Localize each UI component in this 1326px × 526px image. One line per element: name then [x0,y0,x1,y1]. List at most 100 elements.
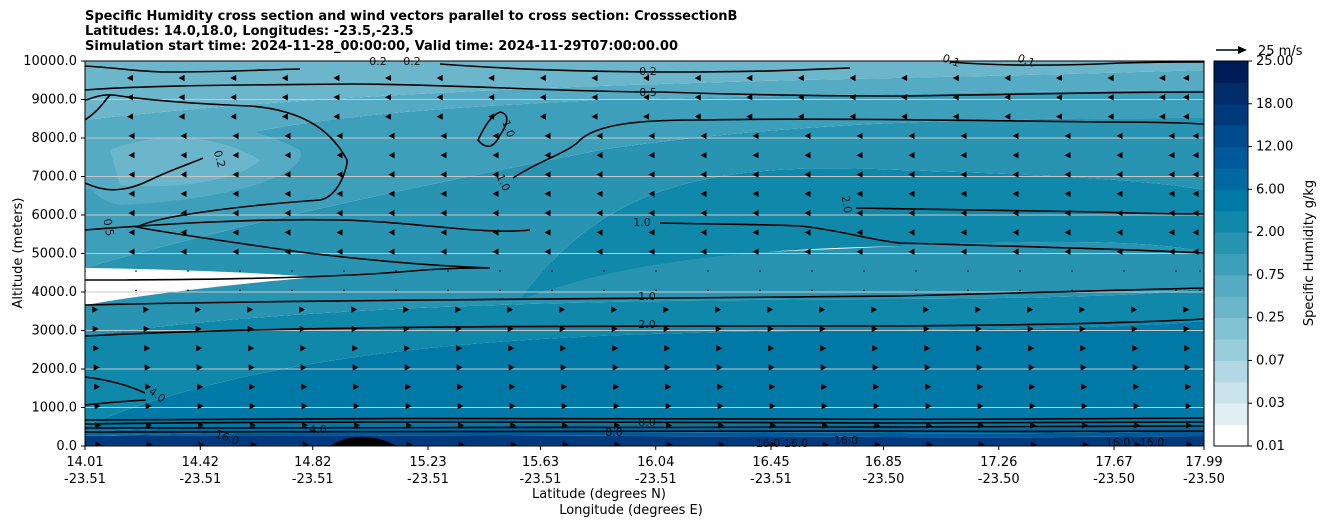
chart-subtitle-times: Simulation start time: 2024-11-28_00:00:… [85,39,678,54]
wind-vector [978,441,985,446]
wind-vector [1064,248,1071,255]
contour-line [477,111,508,148]
wind-vector [1116,152,1123,159]
wind-vector [1107,74,1114,82]
wind-vector [395,289,397,292]
wind-vector [458,441,465,446]
wind-vector [1168,190,1175,197]
colorbar-band [1214,210,1248,233]
wind-vector [492,248,499,255]
wind-vector [1064,229,1071,236]
contour-label: 8.0 [638,416,656,429]
wind-vector [447,270,449,272]
wind-vector [1192,152,1199,159]
wind-vector [1064,171,1071,178]
wind-vector [694,94,701,101]
wind-vector [1064,132,1071,140]
wind-vector [1168,209,1175,217]
wind-vector [591,74,598,82]
wind-vector [561,383,568,390]
wind-vector [299,306,306,313]
wind-vector [230,74,237,82]
wind-vector [440,190,447,197]
terrain-peak [330,436,398,446]
contour-label: 0.5 [101,218,117,237]
wind-vector [821,383,828,390]
contour-line [512,118,1204,179]
contour-label: 16.0 [784,437,809,450]
wind-vector [195,325,202,333]
wind-vector [976,345,983,352]
wind-vector [797,74,804,82]
wind-vector [1107,113,1114,120]
y-tick-label: 5000.0 [32,247,78,262]
contour-label: 16.0 [1140,436,1165,449]
wind-vector [648,190,655,197]
wind-vector [385,74,392,82]
wind-vector [901,74,908,82]
wind-vector [336,152,343,159]
contour-line [85,287,1204,306]
wind-vector [78,191,84,197]
wind-vector [544,132,551,140]
wind-vector [1004,94,1011,101]
wind-vector [232,248,239,255]
wind-vector [613,402,620,410]
wind-vector [716,345,723,352]
wind-vector [769,383,776,390]
wind-vector [488,113,495,120]
wind-vector [385,113,392,120]
wind-vector [1064,152,1071,159]
wind-vector [665,402,672,410]
wind-vector [128,190,135,197]
wind-vector [1012,152,1019,159]
wind-vector [455,325,462,333]
wind-vector [770,422,777,429]
wind-vector [871,325,878,333]
humidity-band [85,90,1204,268]
wind-vector [232,132,239,140]
wind-vector [596,152,603,159]
chart-subtitle-coordinates: Latitudes: 14.0,18.0, Longitudes: -23.5,… [85,24,414,39]
wind-vector [700,132,707,140]
colorbar-band [1214,317,1248,340]
wind-vector [1186,441,1193,446]
wind-vector [560,364,567,371]
wind-vector [539,113,546,120]
wind-vector [302,441,309,446]
wind-vector [596,132,603,140]
wind-vector [544,209,551,217]
wind-vector [967,270,969,272]
wind-vector [135,270,137,272]
wind-vector [562,441,569,446]
wind-vector [1107,94,1114,101]
wind-vector [302,422,309,429]
wind-vector [804,132,811,140]
wind-vector [908,132,915,140]
wind-vector [700,229,707,236]
wind-vector [717,402,724,410]
wind-vector [648,229,655,236]
wind-vector [849,113,856,120]
wind-vector [716,364,723,371]
humidity-band [85,431,1204,438]
wind-vector [1131,306,1138,313]
wind-vector [1134,422,1141,429]
colorbar-band [1214,381,1248,404]
wind-vector [1030,441,1037,446]
contour-line [85,83,1204,97]
wind-vector [856,209,863,217]
wind-reference-key: 25 m/s [1216,44,1303,59]
x-tick-label-longitude: -23.50 [1183,472,1225,487]
wind-vector [146,441,153,446]
wind-vector [135,289,137,292]
wind-vector [499,270,501,272]
y-tick-label: 0.0 [56,439,77,454]
wind-vector [767,325,774,333]
wind-vector [908,209,915,217]
wind-vector [908,248,915,255]
wind-vector [336,171,343,178]
wind-vector [976,364,983,371]
wind-vector [1012,229,1019,236]
humidity-band [85,61,1204,120]
